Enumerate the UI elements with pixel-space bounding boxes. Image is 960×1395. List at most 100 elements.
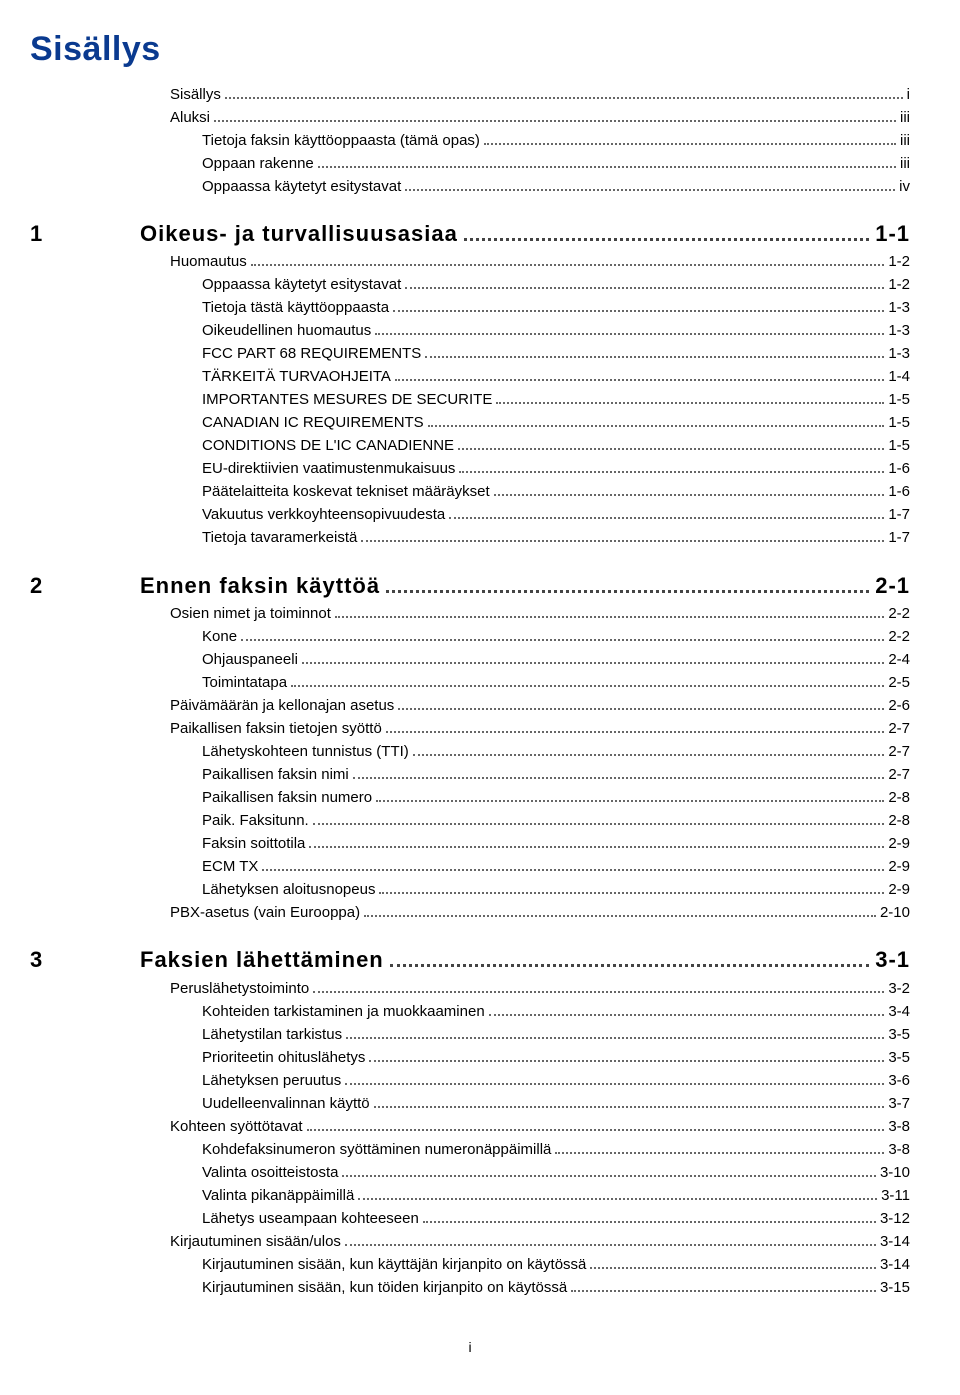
toc-entry[interactable]: Lähetystilan tarkistus3-5	[202, 1023, 910, 1046]
toc-label: Kohteen syöttötavat	[170, 1116, 303, 1139]
toc-label: Paikallisen faksin numero	[202, 787, 372, 810]
toc-entry[interactable]: Oppaan rakenneiii	[202, 152, 910, 175]
toc-entry[interactable]: Tietoja faksin käyttöoppaasta (tämä opas…	[202, 129, 910, 152]
toc-dots	[386, 718, 885, 734]
toc-page: 2-6	[888, 695, 910, 718]
toc-label: Uudelleenvalinnan käyttö	[202, 1093, 370, 1116]
toc-entry[interactable]: Kohdefaksinumeron syöttäminen numeronäpp…	[202, 1138, 910, 1161]
toc-entry[interactable]: Oikeudellinen huomautus1-3	[202, 320, 910, 343]
toc-label: Tietoja tästä käyttöoppaasta	[202, 297, 389, 320]
toc-dots	[449, 504, 884, 520]
toc-label: Valinta osoitteistosta	[202, 1162, 338, 1185]
toc-dots	[395, 366, 884, 382]
toc-page: 1-5	[888, 435, 910, 458]
toc-entry[interactable]: Huomautus1-2	[170, 251, 910, 274]
toc-entry[interactable]: Uudelleenvalinnan käyttö 3-7	[202, 1092, 910, 1115]
toc-entry[interactable]: Kirjautuminen sisään, kun töiden kirjanp…	[202, 1276, 910, 1299]
sections-list: 1Oikeus- ja turvallisuusasiaa1-1 Huomautu…	[30, 218, 910, 1299]
section-heading[interactable]: 3Faksien lähettäminen3-1	[30, 945, 910, 974]
section-number: 3	[30, 947, 140, 973]
toc-entry[interactable]: Lähetys useampaan kohteeseen3-12	[202, 1207, 910, 1230]
toc-entry[interactable]: Päätelaitteita koskevat tekniset määräyk…	[202, 481, 910, 504]
toc-label: TÄRKEITÄ TURVAOHJEITA	[202, 366, 391, 389]
toc-entry[interactable]: Paik. Faksitunn.2-8	[202, 810, 910, 833]
toc-page: 2-8	[888, 787, 910, 810]
toc-dots	[458, 435, 884, 451]
toc-label: Lähetyksen aloitusnopeus	[202, 879, 375, 902]
toc-entry[interactable]: Aluksiiii	[170, 106, 910, 129]
toc-entry[interactable]: Lähetyksen peruutus3-6	[202, 1069, 910, 1092]
section-heading[interactable]: 1Oikeus- ja turvallisuusasiaa1-1	[30, 218, 910, 247]
toc-label: CANADIAN IC REQUIREMENTS	[202, 412, 424, 435]
toc-entry[interactable]: IMPORTANTES MESURES DE SECURITE1-5	[202, 389, 910, 412]
toc-entry[interactable]: Vakuutus verkkoyhteensopivuudesta1-7	[202, 504, 910, 527]
toc-entry[interactable]: Kohteen syöttötavat3-8	[170, 1115, 910, 1138]
toc-entry[interactable]: EU-direktiivien vaatimustenmukaisuus 1-6	[202, 458, 910, 481]
toc-entry[interactable]: Kirjautuminen sisään/ulos3-14	[170, 1230, 910, 1253]
toc-entry[interactable]: Lähetyksen aloitusnopeus2-9	[202, 879, 910, 902]
toc-entry[interactable]: CONDITIONS DE L'IC CANADIENNE1-5	[202, 435, 910, 458]
toc-entry[interactable]: PBX-asetus (vain Eurooppa)2-10	[170, 902, 910, 925]
toc-dots	[489, 1000, 885, 1016]
toc-page: i	[907, 84, 910, 107]
toc-label: ECM TX	[202, 856, 258, 879]
toc-dots	[309, 833, 884, 849]
toc-page: 3-5	[888, 1024, 910, 1047]
toc-dots	[398, 695, 884, 711]
toc-entry[interactable]: Kohteiden tarkistaminen ja muokkaaminen3…	[202, 1000, 910, 1023]
toc-entry[interactable]: Oppaassa käytetyt esitystavativ	[202, 175, 910, 198]
toc-dots	[346, 1023, 884, 1039]
toc-page: iii	[900, 130, 910, 153]
toc-entry[interactable]: Oppaassa käytetyt esitystavat1-2	[202, 274, 910, 297]
toc-label: Vakuutus verkkoyhteensopivuudesta	[202, 504, 445, 527]
toc-entry[interactable]: Osien nimet ja toiminnot2-2	[170, 603, 910, 626]
toc-label: IMPORTANTES MESURES DE SECURITE	[202, 389, 492, 412]
toc-entry[interactable]: Peruslähetystoiminto3-2	[170, 977, 910, 1000]
toc-page: 3-12	[880, 1208, 910, 1231]
toc-entry[interactable]: FCC PART 68 REQUIREMENTS1-3	[202, 343, 910, 366]
toc-label: Oppaan rakenne	[202, 153, 314, 176]
toc-entry[interactable]: Lähetyskohteen tunnistus (TTI)2-7	[202, 741, 910, 764]
toc-label: EU-direktiivien vaatimustenmukaisuus	[202, 458, 455, 481]
toc-entry[interactable]: Valinta pikanäppäimillä3-11	[202, 1184, 910, 1207]
section-dots	[386, 570, 869, 593]
toc-label: Paikallisen faksin nimi	[202, 764, 349, 787]
toc-entry[interactable]: Kirjautuminen sisään, kun käyttäjän kirj…	[202, 1253, 910, 1276]
toc-label: Kone	[202, 626, 237, 649]
toc-entry[interactable]: Tietoja tästä käyttöoppaasta1-3	[202, 297, 910, 320]
toc-dots	[379, 879, 884, 895]
toc-entry[interactable]: Paikallisen faksin numero 2-8	[202, 787, 910, 810]
toc-label: Tietoja faksin käyttöoppaasta (tämä opas…	[202, 130, 480, 153]
toc-page: 3-15	[880, 1277, 910, 1300]
section-page: 3-1	[875, 947, 910, 973]
toc-page: 1-6	[888, 458, 910, 481]
toc-entry[interactable]: Prioriteetin ohituslähetys3-5	[202, 1046, 910, 1069]
toc-label: Sisällys	[170, 84, 221, 107]
toc-entry[interactable]: Valinta osoitteistosta3-10	[202, 1161, 910, 1184]
section-heading[interactable]: 2Ennen faksin käyttöä2-1	[30, 570, 910, 599]
toc-page: 2-10	[880, 902, 910, 925]
toc-dots	[361, 527, 884, 543]
toc-page: 1-5	[888, 412, 910, 435]
toc-entry[interactable]: Ohjauspaneeli2-4	[202, 649, 910, 672]
toc-page: 1-2	[888, 251, 910, 274]
toc-page: 1-3	[888, 343, 910, 366]
toc-entry[interactable]: TÄRKEITÄ TURVAOHJEITA1-4	[202, 366, 910, 389]
toc-entry[interactable]: Päivämäärän ja kellonajan asetus2-6	[170, 695, 910, 718]
toc-page: 3-7	[888, 1093, 910, 1116]
toc-page: 3-8	[888, 1139, 910, 1162]
toc-entry[interactable]: Paikallisen faksin tietojen syöttö2-7	[170, 718, 910, 741]
toc-entry[interactable]: ECM TX2-9	[202, 856, 910, 879]
toc-entry[interactable]: Sisällys i	[170, 83, 910, 106]
toc-label: Valinta pikanäppäimillä	[202, 1185, 354, 1208]
toc-page: 1-2	[888, 274, 910, 297]
toc-dots	[291, 672, 884, 688]
toc-entry[interactable]: Paikallisen faksin nimi2-7	[202, 764, 910, 787]
toc-entry[interactable]: Faksin soittotila2-9	[202, 833, 910, 856]
toc-entry[interactable]: Tietoja tavaramerkeistä1-7	[202, 527, 910, 550]
toc-entry[interactable]: Kone2-2	[202, 626, 910, 649]
toc-entry[interactable]: CANADIAN IC REQUIREMENTS 1-5	[202, 412, 910, 435]
toc-entry[interactable]: Toimintatapa2-5	[202, 672, 910, 695]
section-page: 1-1	[875, 221, 910, 247]
page-number: i	[30, 1339, 910, 1355]
